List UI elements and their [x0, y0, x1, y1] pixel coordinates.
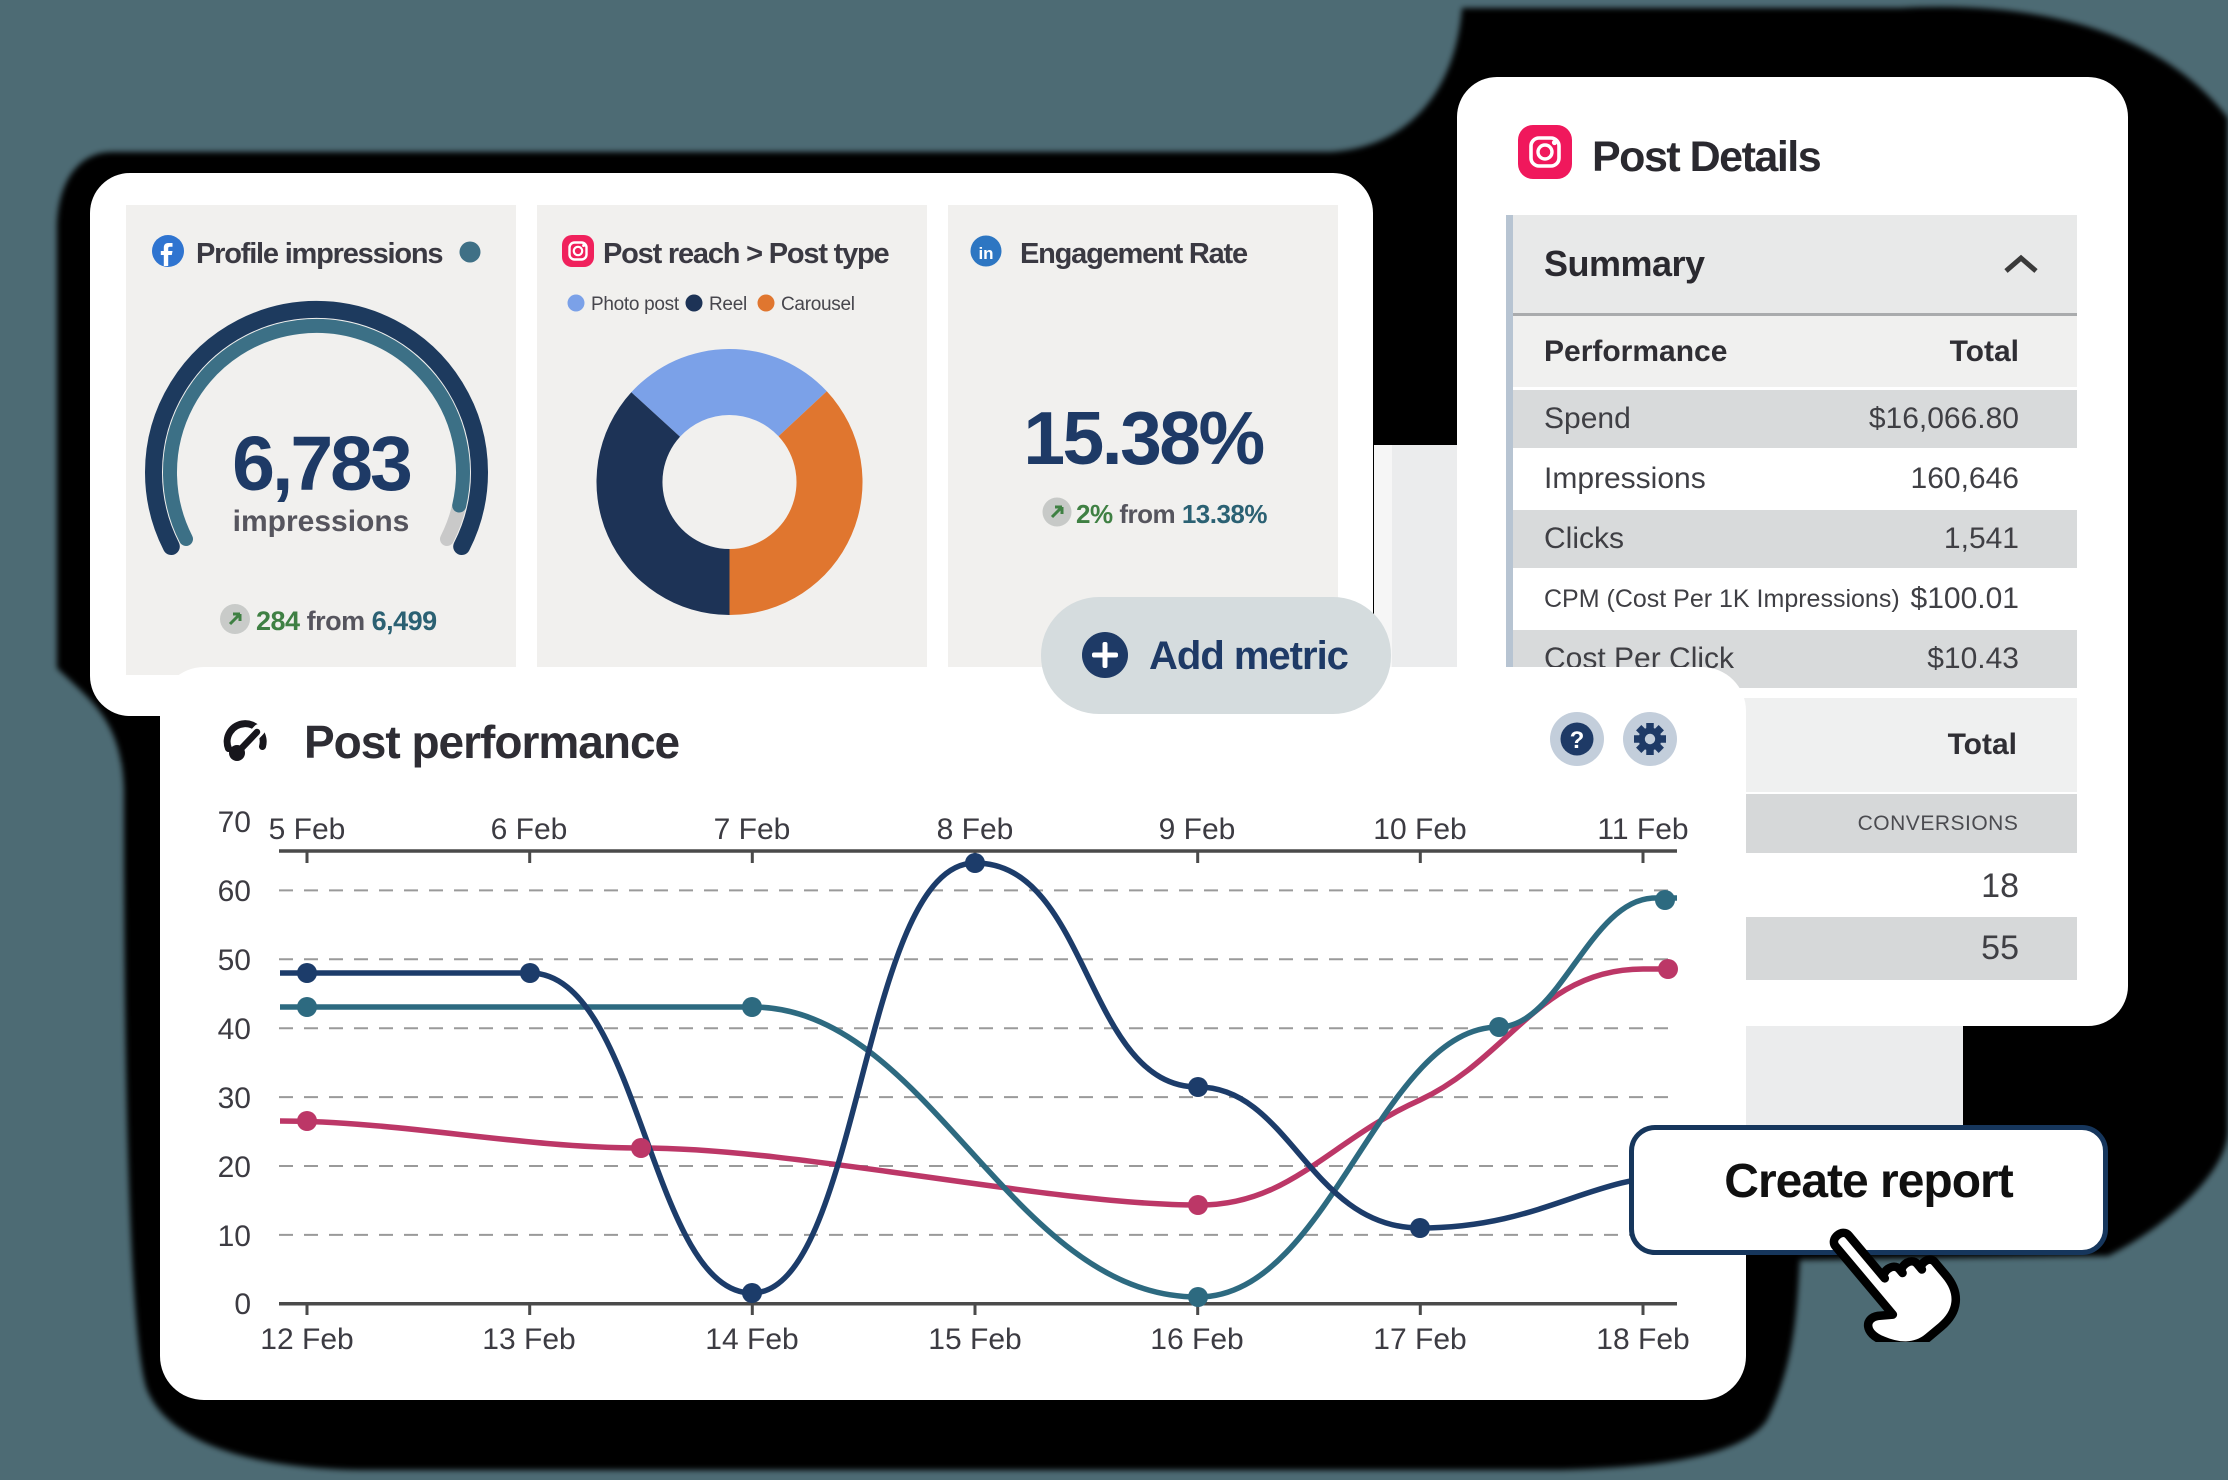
svg-text:in: in: [978, 244, 993, 263]
svg-text:?: ?: [1570, 727, 1585, 754]
